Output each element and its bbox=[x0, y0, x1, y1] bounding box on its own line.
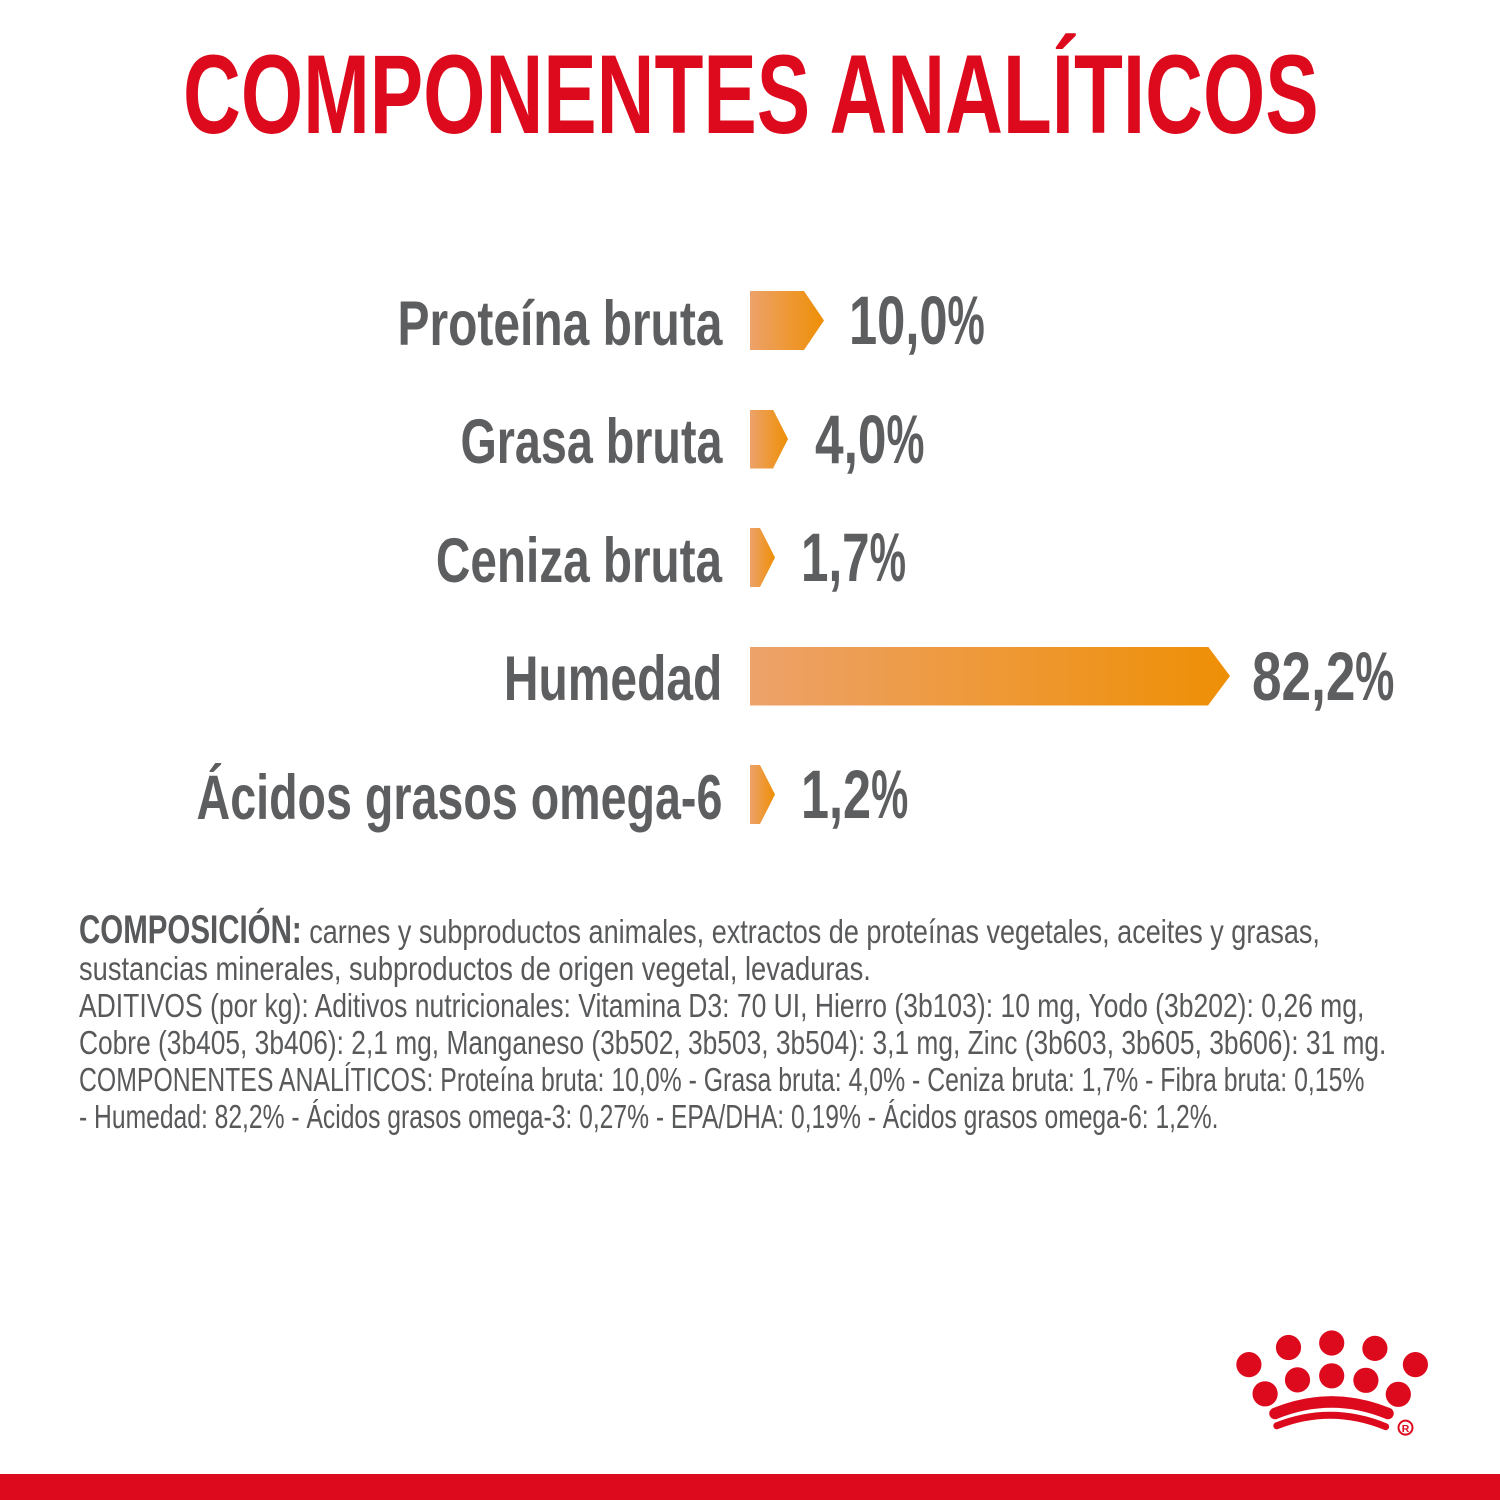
svg-text:R: R bbox=[1402, 1423, 1410, 1435]
